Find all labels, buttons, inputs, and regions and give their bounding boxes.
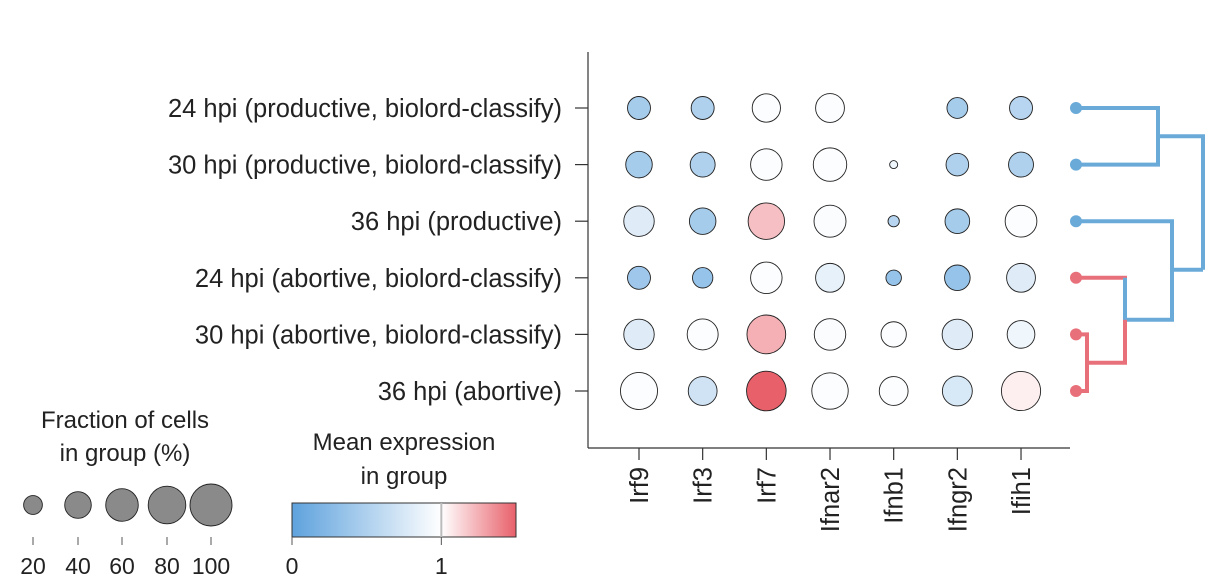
size-legend-label: 60 [109, 553, 135, 579]
dot [1000, 370, 1042, 412]
column-label: Irf7 [753, 467, 781, 504]
dot [885, 269, 902, 286]
column-labels: Irf9 Irf3 Irf7 Ifnar2 Ifnb1 Ifngr2 Ifih1 [626, 448, 1036, 532]
color-legend-title-line1: Mean expression [313, 429, 496, 456]
row-label: 24 hpi (productive, biolord-classify) [168, 95, 562, 123]
dot [813, 318, 847, 351]
dendrogram-branch [1158, 134, 1205, 270]
size-legend-dot [23, 495, 43, 515]
dot [627, 96, 651, 120]
dot [1008, 151, 1034, 178]
size-legend-title-line1: Fraction of cells [41, 407, 209, 434]
colorbar-tick-label: 1 [435, 553, 448, 579]
dendrogram-branch [1076, 106, 1160, 167]
dot [815, 93, 845, 123]
dot [686, 318, 719, 351]
dendrogram-leaf [1070, 102, 1082, 114]
dot [945, 152, 970, 177]
dot [690, 96, 715, 120]
size-legend-dot [105, 488, 139, 522]
dendrogram-leaf [1070, 385, 1082, 397]
column-label: Ifnb1 [881, 467, 909, 524]
size-legend-title-line2: in group (%) [60, 440, 191, 467]
dendrogram-leaf [1070, 328, 1082, 341]
row-label: 36 hpi (abortive) [378, 378, 562, 406]
size-legend-dot [189, 483, 233, 527]
row-labels: 24 hpi (productive, biolord-classify) 30 … [168, 95, 588, 406]
dot [688, 207, 717, 235]
dot [1006, 262, 1036, 293]
dot [880, 321, 907, 348]
dot [944, 208, 971, 234]
dot [751, 93, 781, 123]
dendrogram-leaf [1070, 271, 1082, 284]
dot [623, 205, 655, 237]
color-legend-title-line2: in group [361, 463, 448, 490]
dot [815, 262, 845, 293]
size-legend-dot [64, 491, 92, 519]
dot [887, 215, 900, 228]
size-legend-label: 100 [192, 553, 230, 579]
dot [1009, 96, 1033, 120]
dot [944, 264, 971, 292]
size-legend-dot [147, 485, 187, 525]
dot [627, 265, 651, 290]
dot [746, 370, 787, 412]
dot [946, 97, 969, 119]
dot [1006, 320, 1036, 349]
dendrogram-leaf [1070, 215, 1082, 228]
dot [746, 314, 787, 355]
column-label: Irf3 [690, 467, 718, 504]
size-legend-label: 40 [65, 553, 91, 579]
size-legend-label: 20 [20, 553, 46, 579]
colorbar-tick-label: 0 [286, 553, 299, 579]
dendrogram-branch [1076, 332, 1089, 393]
dot [623, 318, 655, 351]
dendrogram-branch [1076, 219, 1203, 272]
dot [811, 372, 849, 410]
color-legend: Mean expression in group 0 1 [286, 429, 517, 579]
row-label: 24 hpi (abortive, biolord-classify) [195, 265, 562, 293]
dot [812, 147, 848, 182]
row-label: 30 hpi (productive, biolord-classify) [168, 152, 562, 180]
size-legend-label: 80 [154, 553, 180, 579]
column-label: Irf9 [626, 467, 654, 504]
dot [1004, 204, 1038, 238]
dot [941, 375, 973, 407]
size-legend: Fraction of cells in group (%) 20 40 60 80 1… [20, 407, 233, 579]
dot [878, 376, 909, 406]
row-label: 36 hpi (productive) [351, 208, 562, 236]
column-label: Ifngr2 [944, 467, 972, 532]
dot [941, 318, 974, 351]
dot [689, 151, 716, 178]
dot-grid [620, 93, 1042, 412]
row-label: 30 hpi (abortive, biolord-classify) [195, 321, 562, 349]
column-label: Ifih1 [1008, 467, 1036, 515]
dot [889, 160, 899, 170]
dendrogram-leaf [1070, 158, 1082, 171]
dendrogram-branch [1076, 275, 1127, 365]
dot [687, 376, 718, 406]
dot [750, 148, 783, 181]
dendrogram [1070, 102, 1205, 397]
dot [625, 150, 653, 179]
dot [692, 267, 714, 289]
colorbar [291, 502, 517, 538]
dot [620, 372, 658, 410]
column-label: Ifnar2 [817, 467, 845, 532]
dendrogram-branch [1125, 269, 1174, 322]
dot [750, 261, 783, 294]
dot [747, 202, 786, 240]
dot [813, 204, 847, 238]
